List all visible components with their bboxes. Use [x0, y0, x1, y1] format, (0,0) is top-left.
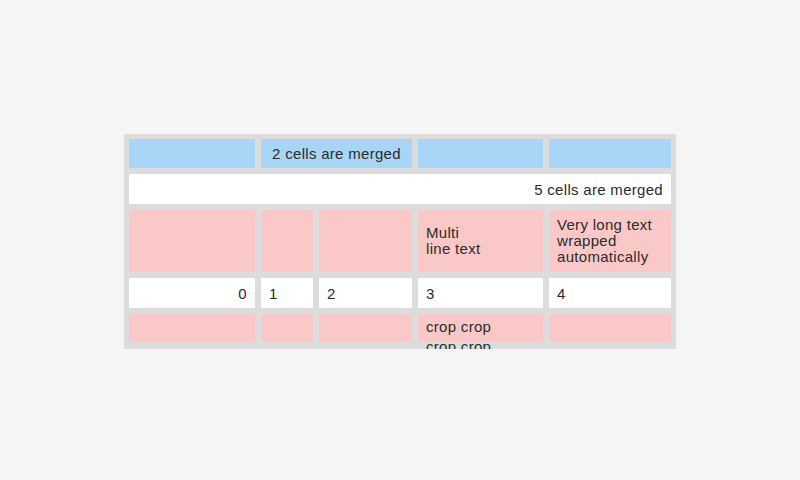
- pink-cell-5[interactable]: [261, 314, 313, 342]
- multi-line-cell[interactable]: Multi line text: [418, 210, 543, 272]
- pink-cell-1[interactable]: [129, 210, 255, 272]
- blue-cell-3[interactable]: [549, 139, 671, 168]
- number-cell-2[interactable]: 2: [319, 278, 412, 308]
- merged-2-cell[interactable]: 2 cells are merged: [261, 139, 412, 168]
- table-widget: 2 cells are merged 5 cells are merged Mu…: [124, 134, 676, 349]
- pink-cell-6[interactable]: [319, 314, 412, 342]
- pink-cell-7[interactable]: [549, 314, 671, 342]
- screen: 2 cells are merged 5 cells are merged Mu…: [0, 0, 800, 480]
- wrapped-text-cell[interactable]: Very long text wrapped automatically: [549, 210, 671, 272]
- merged-5-cell[interactable]: 5 cells are merged: [129, 174, 671, 204]
- pink-cell-2[interactable]: [261, 210, 313, 272]
- number-cell-0[interactable]: 0: [129, 278, 255, 308]
- pink-cell-3[interactable]: [319, 210, 412, 272]
- pink-cell-4[interactable]: [129, 314, 255, 342]
- cropped-text-cell[interactable]: crop crop crop crop: [418, 314, 543, 342]
- number-cell-1[interactable]: 1: [261, 278, 313, 308]
- cropped-text: crop crop crop crop: [426, 317, 504, 349]
- number-cell-4[interactable]: 4: [549, 278, 671, 308]
- blue-cell-1[interactable]: [129, 139, 255, 168]
- number-cell-3[interactable]: 3: [418, 278, 543, 308]
- blue-cell-2[interactable]: [418, 139, 543, 168]
